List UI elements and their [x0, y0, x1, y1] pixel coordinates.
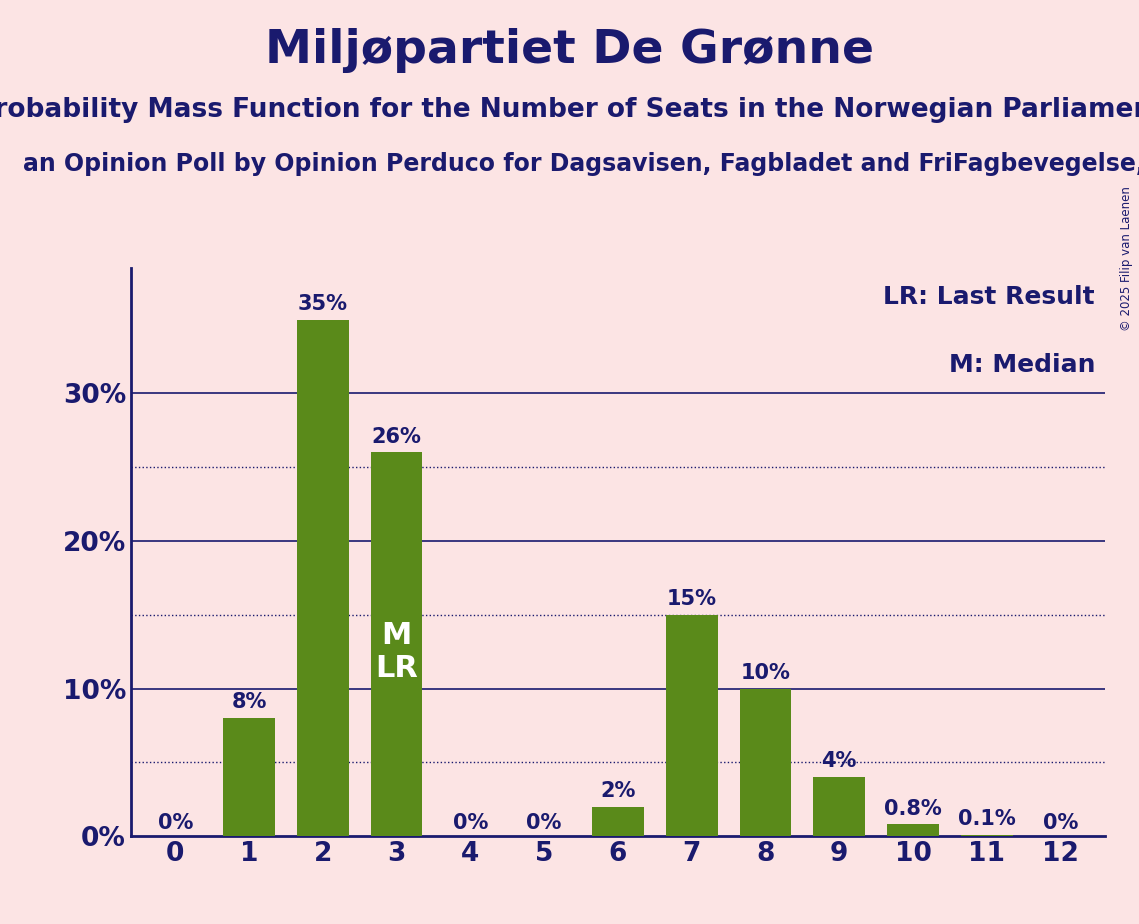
- Text: 2%: 2%: [600, 781, 636, 801]
- Text: 26%: 26%: [371, 427, 421, 446]
- Text: 4%: 4%: [821, 751, 857, 772]
- Text: an Opinion Poll by Opinion Perduco for Dagsavisen, Fagbladet and FriFagbevegelse: an Opinion Poll by Opinion Perduco for D…: [23, 152, 1139, 176]
- Bar: [371, 453, 423, 836]
- Text: M
LR: M LR: [375, 621, 418, 684]
- Text: 0%: 0%: [1043, 813, 1079, 833]
- Text: 8%: 8%: [231, 692, 267, 712]
- Text: Miljøpartiet De Grønne: Miljøpartiet De Grønne: [265, 28, 874, 73]
- Bar: [592, 807, 644, 836]
- Text: 15%: 15%: [666, 589, 716, 609]
- Text: LR: Last Result: LR: Last Result: [884, 285, 1095, 309]
- Bar: [666, 614, 718, 836]
- Text: 10%: 10%: [740, 663, 790, 683]
- Text: Probability Mass Function for the Number of Seats in the Norwegian Parliament: Probability Mass Function for the Number…: [0, 97, 1139, 123]
- Text: 0.1%: 0.1%: [958, 808, 1016, 829]
- Text: 0%: 0%: [157, 813, 192, 833]
- Text: 0.8%: 0.8%: [884, 798, 942, 819]
- Text: 35%: 35%: [297, 294, 347, 314]
- Bar: [961, 834, 1013, 836]
- Text: 0%: 0%: [526, 813, 562, 833]
- Bar: [813, 777, 865, 836]
- Text: M: Median: M: Median: [949, 353, 1095, 377]
- Bar: [739, 688, 792, 836]
- Bar: [297, 320, 349, 836]
- Text: © 2025 Filip van Laenen: © 2025 Filip van Laenen: [1121, 187, 1133, 331]
- Text: 0%: 0%: [452, 813, 487, 833]
- Bar: [887, 824, 939, 836]
- Bar: [223, 718, 274, 836]
